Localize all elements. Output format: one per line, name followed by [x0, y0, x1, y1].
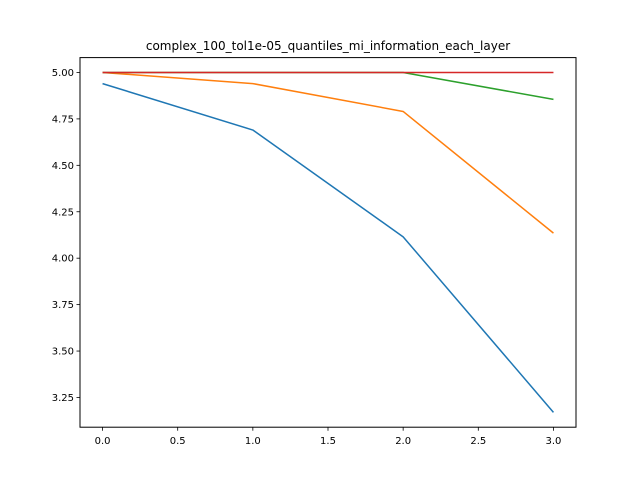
y-tick-label: 4.00 [52, 254, 74, 265]
y-tick-label: 4.75 [52, 114, 74, 125]
y-tick-label: 4.25 [52, 207, 74, 218]
series-line-1 [102, 82, 555, 413]
x-tick-label: 0.5 [170, 436, 186, 447]
x-tick-label: 3.0 [546, 436, 562, 447]
y-tick-label: 3.75 [52, 300, 74, 311]
x-tick-label: 2.5 [470, 436, 486, 447]
plot-frame [79, 57, 577, 428]
series-line-2 [102, 71, 554, 234]
x-tick-label: 2.0 [395, 436, 411, 447]
series-layer [102, 71, 555, 413]
x-tick-label: 1.0 [245, 436, 261, 447]
y-tick-label: 4.50 [52, 161, 74, 172]
x-tick-label: 0.0 [95, 436, 111, 447]
y-tick-label: 3.25 [52, 393, 74, 404]
x-tick-label: 1.5 [320, 436, 336, 447]
y-tick-label: 3.50 [52, 347, 74, 358]
chart-title: complex_100_tol1e-05_quantiles_mi_inform… [146, 39, 510, 53]
ticks-layer: 0.0 0.5 1.0 1.5 2.0 2.5 3.0 3.25 3.50 3.75 4.00 4.2… [52, 68, 562, 447]
y-tick-label: 5.00 [52, 68, 74, 79]
series-line-3 [102, 71, 554, 101]
